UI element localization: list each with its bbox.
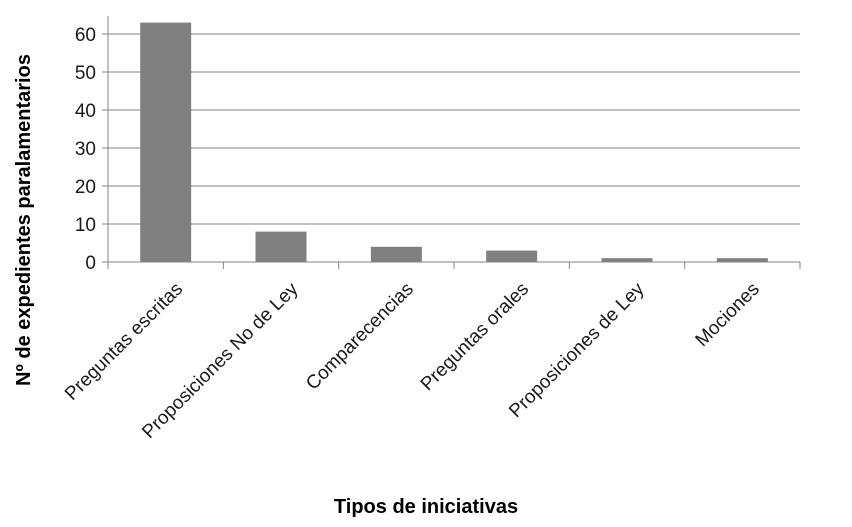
y-tick-label: 30 <box>75 139 96 160</box>
y-tick-label: 10 <box>75 215 96 236</box>
x-category-label: Mociones <box>692 279 764 351</box>
y-tick-label: 0 <box>85 253 96 274</box>
x-category-label: Preguntas orales <box>417 279 533 395</box>
bar <box>716 258 768 262</box>
axes <box>102 16 801 269</box>
x-category-label: Preguntas escritas <box>61 279 187 405</box>
x-axis-title: Tipos de iniciativas <box>334 496 518 518</box>
y-tick-label: 40 <box>75 101 96 122</box>
y-tick-labels: 0 10 20 30 40 50 60 <box>75 25 96 274</box>
gridlines <box>108 33 800 225</box>
bars <box>140 22 768 262</box>
bar <box>255 231 307 262</box>
bar <box>140 22 192 262</box>
x-category-label: Comparecencias <box>302 279 418 395</box>
bar <box>370 246 422 262</box>
y-tick-label: 20 <box>75 177 96 198</box>
y-tick-label: 60 <box>75 25 96 46</box>
y-tick-label: 50 <box>75 63 96 84</box>
bar <box>601 258 653 262</box>
bar <box>486 250 538 262</box>
y-axis-title: Nº de expedientes paralamentarios <box>13 54 35 386</box>
